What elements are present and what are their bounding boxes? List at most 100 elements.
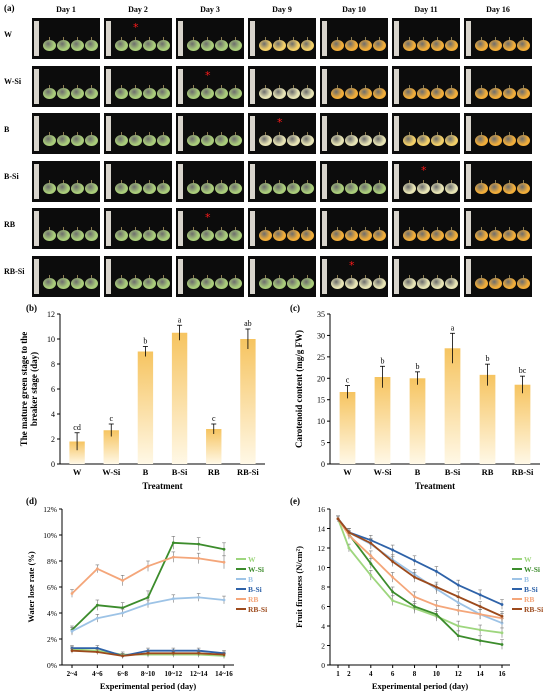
fruit-stem (121, 179, 122, 183)
fruit-stem (121, 274, 122, 278)
fruit-stem (293, 274, 294, 278)
fruit (301, 87, 314, 99)
series-line (337, 518, 503, 618)
fruit-stem (49, 37, 50, 40)
data-point (456, 609, 460, 612)
fruit-stem (235, 179, 236, 183)
ruler (250, 163, 255, 199)
y-tick-label: 0% (47, 661, 57, 670)
fruit-stem (279, 132, 280, 135)
fruit (287, 40, 300, 51)
fruit (475, 135, 488, 146)
fruit-stem (265, 84, 266, 88)
fruit (359, 135, 372, 146)
fruit-stem (481, 84, 482, 88)
fruit-stem (365, 132, 366, 135)
fruit-stem (495, 132, 496, 135)
fruit-stem (293, 37, 294, 40)
fruit-stem (509, 179, 510, 183)
fruit-stem (49, 84, 50, 88)
fruit (373, 277, 386, 289)
fruit-stem (523, 37, 524, 40)
fruit (215, 40, 228, 51)
fruit-stem (91, 274, 92, 278)
fruit (187, 40, 200, 51)
data-point (369, 573, 373, 577)
bar (240, 339, 256, 464)
fruit-stem (91, 227, 92, 230)
x-tick-label: RB-Si (237, 467, 259, 477)
fruit (43, 135, 56, 146)
x-tick-label: RB-Si (512, 467, 534, 477)
fruit-stem (63, 132, 64, 135)
ruler (250, 21, 255, 56)
y-tick-label: 16 (318, 505, 326, 514)
fruit-stem (365, 84, 366, 88)
fruit-stem (193, 179, 194, 183)
significance-letter: c (212, 414, 216, 423)
x-tick-label: B (415, 467, 421, 477)
fruit (359, 182, 372, 194)
fruit (517, 277, 530, 289)
fruit (85, 277, 98, 289)
panel-label-e: (e) (290, 496, 300, 506)
fruit (503, 40, 516, 51)
fruit (489, 87, 502, 99)
ruler (466, 163, 471, 199)
fruit-stem (135, 274, 136, 278)
fruit-stem (149, 274, 150, 278)
fruit-photo (392, 255, 460, 297)
fruit-photo (320, 113, 388, 154)
bar (339, 392, 356, 464)
fruit-photo (320, 255, 388, 297)
x-tick-label: 10 (433, 670, 441, 678)
photo-grid: (a) Day 1 Day 2 Day 3 Day 9 Day 10 Day 11 Day … (0, 0, 550, 300)
fruit (201, 40, 214, 51)
day-header: Day 9 (272, 5, 292, 14)
bar (137, 351, 154, 464)
fruit (273, 182, 286, 194)
fruit (431, 182, 444, 194)
legend-label: RB (248, 595, 258, 604)
data-point (146, 564, 150, 568)
data-point (95, 650, 99, 654)
y-tick-label: 0 (51, 460, 55, 469)
fruit (85, 182, 98, 194)
fruit-stem (379, 179, 380, 183)
x-tick-label: B-Si (172, 467, 188, 477)
y-axis-title: The mature green stage to thebreaker sta… (19, 332, 39, 446)
fruit-stem (509, 84, 510, 88)
data-point (95, 646, 99, 650)
fruit (517, 87, 530, 99)
data-point (456, 624, 460, 628)
fruit-photo (32, 208, 100, 249)
fruit-stem (481, 37, 482, 40)
data-point (369, 562, 373, 565)
fruit-stem (307, 274, 308, 278)
fruit-stem (63, 37, 64, 40)
breaker-stage-star: * (205, 211, 211, 224)
fruit-stem (77, 132, 78, 135)
x-tick-label: 4 (369, 670, 373, 678)
fruit-stem (509, 37, 510, 40)
fruit-stem (337, 84, 338, 88)
fruit (215, 277, 228, 289)
fruit (503, 135, 516, 146)
y-tick-label: 14 (318, 525, 326, 534)
fruit-stem (221, 274, 222, 278)
fruit-stem (523, 227, 524, 230)
fruit-stem (207, 274, 208, 278)
fruit-photo (104, 113, 172, 154)
fruit-stem (423, 132, 424, 135)
fruit (431, 277, 444, 289)
y-tick-label: 10 (317, 417, 325, 426)
fruit-stem (135, 37, 136, 40)
data-point (146, 602, 150, 606)
y-tick-label: 0 (321, 460, 325, 469)
fruit (517, 40, 530, 51)
fruit (259, 135, 272, 146)
fruit (373, 230, 386, 241)
fruit (345, 277, 358, 289)
fruit (229, 87, 242, 99)
data-point (500, 631, 504, 635)
